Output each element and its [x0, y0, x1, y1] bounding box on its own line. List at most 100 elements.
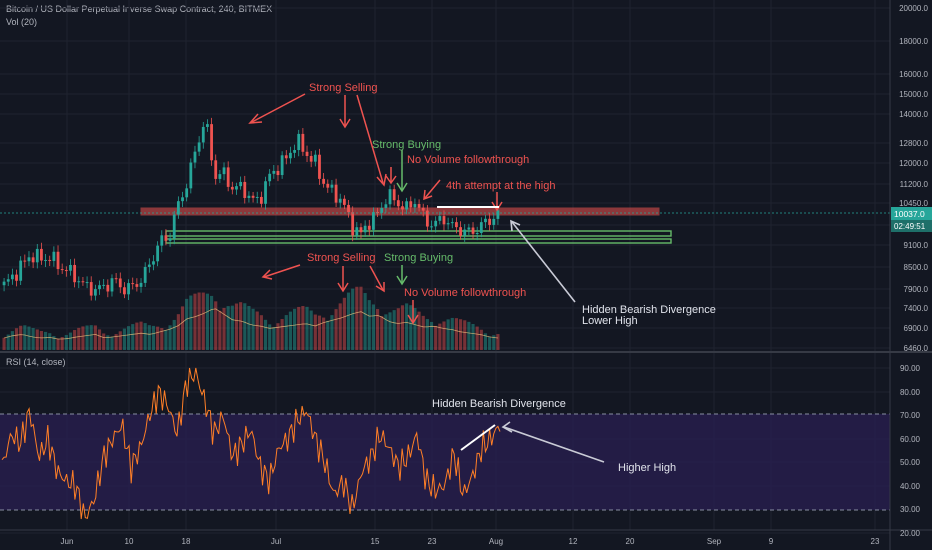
- volume-bar: [463, 320, 467, 350]
- rsi-tick-label: 20.00: [900, 529, 921, 538]
- white-arrows: [501, 219, 605, 463]
- volume-indicator-label[interactable]: Vol (20): [6, 17, 38, 27]
- volume-bar: [185, 298, 189, 350]
- candle-body: [488, 218, 492, 225]
- candle-body: [2, 281, 6, 286]
- volume-ma-line: [3, 308, 498, 340]
- candle-body: [201, 126, 205, 143]
- candle-body: [197, 142, 201, 152]
- candle-body: [123, 287, 126, 295]
- volume-bar: [284, 315, 288, 350]
- candle-body: [318, 154, 321, 179]
- rsi-tick-label: 30.00: [900, 505, 921, 514]
- candle-body: [243, 181, 247, 198]
- volume-bar: [280, 319, 284, 350]
- time-tick-label: 18: [182, 537, 191, 546]
- volume-bar: [251, 308, 255, 350]
- price-axis[interactable]: 20000.0 18000.0 16000.0 15000.0 14000.0 12800…: [899, 4, 928, 353]
- annotation-strong-buying-vol: Strong Buying: [384, 252, 453, 264]
- volume-bar: [272, 327, 276, 350]
- time-tick-label: Aug: [489, 537, 503, 546]
- candle-body: [222, 167, 226, 175]
- candle-body: [206, 124, 209, 127]
- volume-bar: [205, 293, 209, 350]
- volume-bar: [214, 301, 218, 350]
- candle-body: [272, 170, 276, 174]
- volume-bar: [475, 326, 479, 350]
- price-badge[interactable]: 10037.0 02:49:51: [891, 207, 932, 232]
- candle-body: [98, 285, 101, 290]
- candle-body: [69, 264, 72, 271]
- candle-body: [363, 225, 367, 233]
- symbol-title[interactable]: Bitcoin / US Dollar Perpetual Inverse Sw…: [6, 4, 273, 14]
- candle-body: [60, 269, 64, 271]
- resistance-zone[interactable]: [140, 207, 660, 216]
- candle-body: [396, 200, 400, 207]
- candle-body: [334, 184, 338, 203]
- support-zone-lower[interactable]: [165, 238, 672, 244]
- volume-bar: [371, 304, 375, 350]
- volume-bar: [429, 321, 434, 350]
- price-tick-label: 6900.0: [904, 324, 929, 333]
- time-tick-label: 12: [569, 537, 578, 546]
- price-badge-value: 10037.0: [894, 209, 925, 219]
- candle-body: [73, 264, 77, 283]
- volume-bar: [68, 332, 73, 350]
- red-arrows: [248, 93, 503, 325]
- volume-bar: [313, 314, 317, 350]
- volume-bar: [180, 306, 185, 350]
- candle-body: [156, 245, 160, 262]
- volume-bar: [131, 324, 135, 350]
- volume-bar: [85, 325, 89, 350]
- volume-bar: [234, 303, 239, 350]
- support-zone-upper[interactable]: [165, 230, 672, 237]
- candle-body: [160, 235, 164, 246]
- volume-bar: [459, 319, 463, 350]
- volume-bar: [317, 315, 322, 350]
- volume-bar: [135, 322, 139, 350]
- rsi-indicator-label[interactable]: RSI (14, close): [6, 357, 66, 367]
- candle-body: [185, 188, 189, 198]
- candle-body: [15, 274, 18, 281]
- volume-bar: [351, 288, 355, 350]
- volume-bar: [434, 325, 438, 350]
- price-tick-label: 15000.0: [899, 90, 928, 99]
- volume-bar: [255, 311, 259, 350]
- candle-body: [164, 235, 168, 241]
- price-tick-label: 7400.0: [904, 304, 929, 313]
- time-axis[interactable]: Jun 10 18 Jul 15 23 Aug 12 20 Sep 9 23: [61, 537, 880, 546]
- volume-bar: [31, 328, 35, 350]
- candle-body: [338, 198, 342, 203]
- annotation-no-volume-top: No Volume followthrough: [407, 154, 529, 166]
- volume-bar: [48, 333, 52, 350]
- candle-body: [492, 218, 496, 225]
- candle-body: [463, 229, 467, 236]
- volume-bar: [467, 321, 471, 350]
- time-tick-label: Sep: [707, 537, 722, 546]
- volume-bar: [56, 338, 60, 350]
- candle-body: [289, 152, 292, 159]
- price-tick-label: 8500.0: [904, 263, 929, 272]
- volume-bar: [488, 336, 492, 350]
- volume-bar: [77, 327, 81, 350]
- candle-body: [193, 151, 197, 163]
- volume-bar: [226, 306, 230, 350]
- candle-body: [496, 210, 500, 219]
- candle-body: [305, 151, 309, 156]
- volume-bar: [479, 329, 483, 350]
- rsi-axis[interactable]: 90.00 80.00 70.00 60.00 50.00 40.00 30.00 20.00: [900, 364, 921, 538]
- candle-body: [255, 196, 259, 198]
- volume-bar: [52, 336, 56, 350]
- volume-bar: [197, 292, 201, 350]
- candle-body: [64, 270, 68, 272]
- annotation-strong-selling-vol: Strong Selling: [307, 252, 376, 264]
- price-tick-label: 9100.0: [904, 241, 929, 250]
- candle-body: [425, 210, 429, 227]
- annotation-fourth-attempt: 4th attempt at the high: [446, 180, 555, 192]
- time-tick-label: 15: [371, 537, 380, 546]
- candle-body: [23, 260, 27, 262]
- candle-body: [172, 214, 176, 239]
- candle-body: [442, 216, 446, 225]
- volume-bar: [64, 334, 68, 350]
